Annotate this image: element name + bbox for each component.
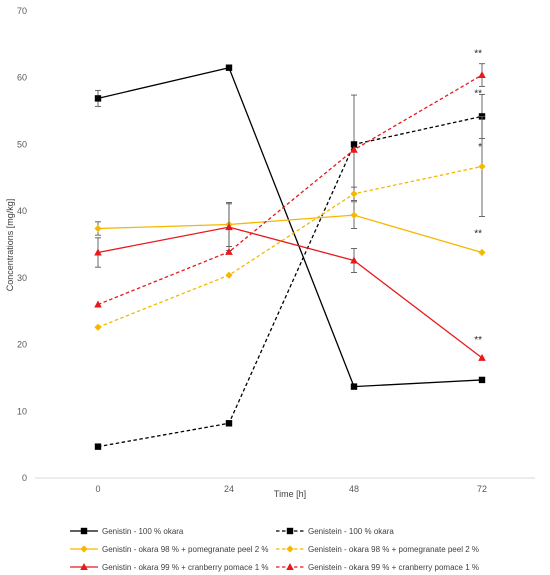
annotations: *********	[474, 48, 482, 346]
legend-label: Genistin - okara 99 % + cranberry pomace…	[102, 563, 269, 572]
series-line	[97, 74, 483, 306]
legend-swatch-marker	[80, 527, 88, 535]
legend-swatch-marker	[80, 545, 88, 553]
x-tick-label: 48	[349, 484, 359, 494]
data-point	[94, 224, 102, 233]
series-layer	[94, 63, 486, 450]
data-point	[478, 248, 486, 257]
data-point	[225, 271, 233, 279]
y-axis-title: Concentrations [mg/kg]	[5, 199, 15, 292]
legend-label: Genistein - okara 99 % + cranberry pomac…	[308, 563, 479, 572]
series-5	[94, 203, 486, 361]
significance-marker: *	[478, 142, 482, 153]
x-axis: 0 24 48 72	[35, 477, 535, 494]
data-point	[350, 141, 358, 148]
x-axis-title: Time [h]	[274, 489, 306, 499]
data-point	[94, 95, 102, 102]
y-tick-label: 70	[17, 6, 27, 16]
legend: Genistin - 100 % okara Genistein - 100 % …	[70, 527, 479, 572]
y-tick-label: 40	[17, 206, 27, 216]
series-line	[97, 214, 483, 254]
data-point	[94, 248, 102, 256]
data-point	[478, 353, 486, 361]
series-2	[94, 93, 486, 450]
series-line	[97, 66, 483, 388]
significance-marker: **	[474, 48, 482, 59]
significance-marker: **	[474, 335, 482, 346]
series-4	[94, 115, 486, 331]
legend-label: Genistin - okara 98 % + pomegranate peel…	[102, 545, 269, 554]
legend-swatch-marker	[286, 563, 294, 570]
series-1	[94, 64, 486, 390]
data-point	[350, 211, 358, 219]
data-point	[478, 162, 486, 171]
data-point	[225, 420, 233, 427]
legend-item: Genistin - okara 98 % + pomegranate peel…	[70, 545, 269, 554]
legend-item: Genistein - 100 % okara	[276, 527, 394, 536]
x-tick-label: 0	[95, 484, 100, 494]
data-point	[94, 323, 102, 331]
legend-label: Genistin - 100 % okara	[102, 527, 184, 536]
data-point	[350, 190, 358, 198]
significance-marker: **	[474, 228, 482, 239]
y-tick-label: 10	[17, 406, 27, 416]
legend-swatch-marker	[286, 527, 294, 535]
legend-item: Genistein - okara 99 % + cranberry pomac…	[276, 563, 479, 572]
significance-marker: **	[474, 88, 482, 99]
legend-label: Genistein - 100 % okara	[308, 527, 394, 536]
data-point	[350, 256, 358, 264]
legend-item: Genistin - 100 % okara	[70, 527, 184, 536]
legend-swatch-marker	[286, 545, 294, 553]
legend-swatch-marker	[80, 563, 88, 570]
series-3	[94, 201, 486, 257]
data-point	[225, 223, 233, 231]
data-point	[350, 145, 358, 153]
data-point	[478, 376, 486, 384]
data-point	[225, 247, 233, 255]
y-tick-label: 20	[17, 340, 27, 350]
y-axis-tick-labels: 0 10 20 30 40 50 60 70	[17, 6, 27, 483]
x-tick-label: 72	[477, 484, 487, 494]
legend-item: Genistein - okara 98 % + pomegranate pee…	[276, 545, 479, 554]
y-tick-label: 50	[17, 139, 27, 149]
data-point	[225, 64, 233, 71]
data-point	[94, 300, 102, 308]
series-line	[97, 165, 483, 328]
legend-item: Genistin - okara 99 % + cranberry pomace…	[70, 563, 269, 572]
data-point	[94, 443, 102, 450]
data-point	[350, 383, 358, 390]
data-point	[478, 71, 486, 79]
series-line	[97, 226, 483, 359]
y-tick-label: 30	[17, 273, 27, 283]
legend-label: Genistein - okara 98 % + pomegranate pee…	[308, 545, 479, 554]
y-tick-label: 60	[17, 73, 27, 83]
series-line	[97, 115, 483, 448]
series-6	[94, 63, 486, 308]
y-tick-label: 0	[22, 473, 27, 483]
x-tick-label: 24	[224, 484, 234, 494]
